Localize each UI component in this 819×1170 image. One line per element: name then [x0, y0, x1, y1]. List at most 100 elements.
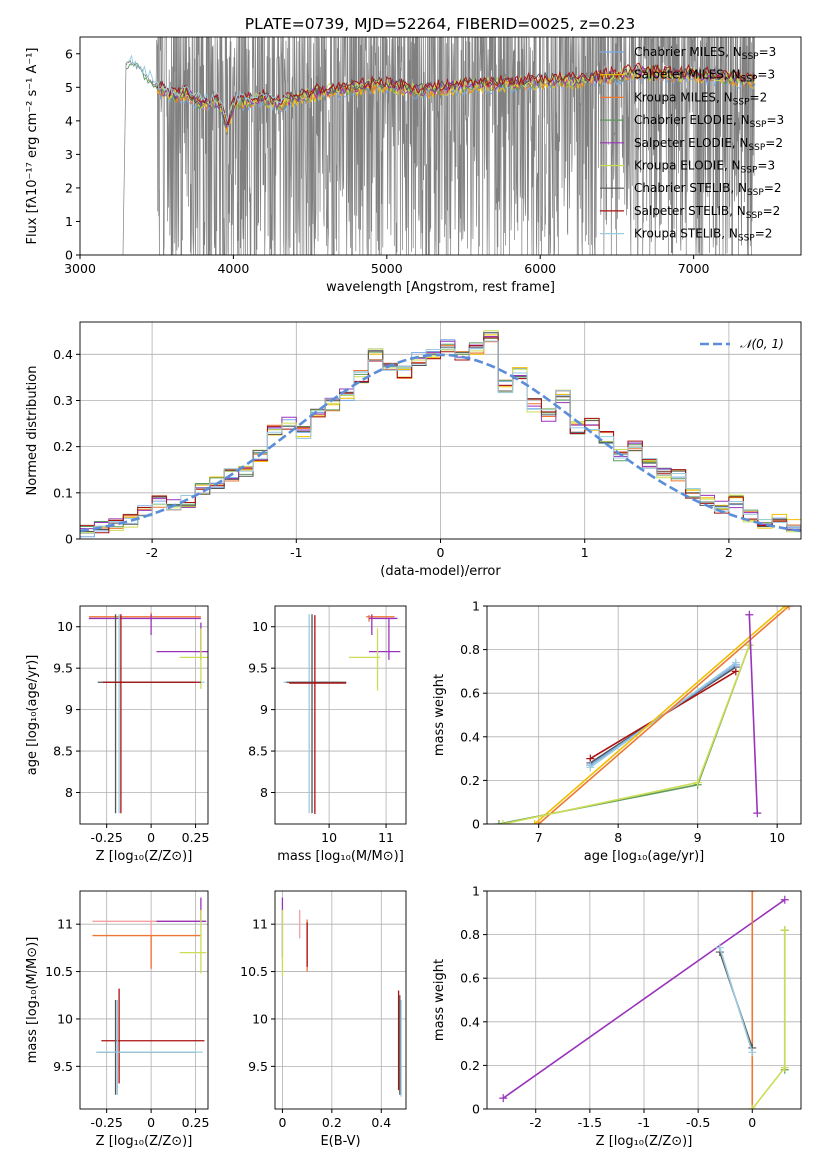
x-tick-label: -2: [146, 545, 158, 560]
x-tick-label: 11: [378, 830, 394, 845]
x-tick-label: -1.5: [578, 1115, 602, 1130]
x-tick-label: 0.4: [371, 1115, 391, 1130]
x-tick-label: 4000: [217, 261, 249, 276]
model-line-salpeter-stelib: [156, 62, 756, 125]
series-line-kroupa-stelib: [719, 947, 754, 1053]
massweight-vs-Z-panel: -2 -1.5 -1 -0.5 0 0 0.2 0.4 0.6 0.8 1 Z [log₁₀(Z/Z⊙…: [432, 884, 802, 1149]
y-tick-label: 0.4: [460, 729, 480, 744]
x-tick-label: 0: [147, 830, 155, 845]
x-tick-label: -0.25: [90, 1115, 122, 1130]
series-marker-kroupa-elodie: [780, 1063, 789, 1072]
y-tick-label: 0.4: [460, 1014, 480, 1029]
x-tick-label: 1: [581, 545, 589, 560]
mass-vs-EBV-plot-area: [275, 891, 406, 1109]
y-tick-label: 0.2: [460, 773, 480, 788]
series-marker-kroupa-stelib: [586, 763, 595, 772]
massweight-vs-age-frame: [486, 605, 802, 825]
spectrum-panel: Chabrier MILES, NSSP=3 Salpeter MILES, NS…: [25, 36, 802, 295]
x-tick-label: 0: [278, 1115, 286, 1130]
massweight-vs-Z-plot-area: [487, 891, 801, 1109]
y-tick-label: 9: [260, 702, 268, 717]
x-tick-label: -1: [638, 1115, 650, 1130]
x-tick-label: -2: [529, 1115, 541, 1130]
series-line-chabrier-elodie: [498, 644, 751, 824]
series-marker-salpeter-elodie: [780, 895, 789, 904]
y-tick-label: 11: [252, 917, 268, 932]
mass-vs-Z-plot-area: [80, 891, 208, 1109]
legend-entry: Salpeter ELODIE, NSSP=2: [634, 136, 783, 153]
age-vs-mass-panel: 10 11 8 8.5 9 9.5 10 mass [log₁₀(M/M⊙)]: [248, 605, 407, 864]
series-marker-kroupa-stelib: [748, 1048, 757, 1057]
y-tick-label: 11: [57, 917, 73, 932]
hist-step-chabrier-stelib: [80, 332, 801, 532]
series-marker-kroupa-elodie: [748, 1105, 757, 1109]
legend-entry: Kroupa MILES, NSSP=2: [634, 90, 767, 107]
y-tick-label: 0.3: [53, 393, 73, 408]
series-marker-kroupa-elodie: [693, 778, 702, 787]
y-tick-label: 6: [65, 46, 73, 61]
y-tick-label: 0.8: [460, 642, 480, 657]
y-tick-label: 0: [472, 817, 480, 832]
y-tick-label: 3: [65, 147, 73, 162]
series-line-salpeter-miles: [534, 606, 786, 824]
normal-distribution-line: [80, 353, 801, 533]
y-tick-label: 0: [472, 1102, 480, 1117]
series-marker-salpeter-elodie: [499, 1094, 508, 1103]
x-axis-label: Z [log₁₀(Z/Z⊙)]: [96, 849, 193, 864]
x-tick-label: 10: [769, 830, 785, 845]
x-tick-label: 8: [614, 830, 622, 845]
series-marker-kroupa-miles: [748, 891, 757, 895]
x-tick-label: 0.25: [182, 1115, 210, 1130]
x-axis-label: wavelength [Angstrom, rest frame]: [326, 280, 555, 295]
y-tick-label: 9.5: [248, 661, 268, 676]
y-tick-label: 9.5: [248, 1059, 268, 1074]
x-tick-label: -1: [290, 545, 302, 560]
y-tick-label: 10.5: [240, 964, 268, 979]
x-tick-label: 7: [535, 830, 543, 845]
massweight-vs-age-panel: 7 8 9 10 0 0.2 0.4 0.6 0.8 1 age [log₁₀(age/yr)] ma…: [432, 599, 802, 864]
series-marker-kroupa-elodie: [780, 926, 789, 935]
mass-vs-EBV-frame: [274, 890, 407, 1110]
y-tick-label: 0: [65, 248, 73, 263]
x-tick-label: 0.2: [322, 1115, 342, 1130]
spectrum-frame: [79, 36, 802, 256]
series-marker-chabrier-elodie: [494, 820, 503, 824]
age-vs-Z-plot-area: [80, 606, 208, 824]
y-axis-label: Flux [fλ10⁻¹⁷ erg cm⁻² s⁻¹ A⁻¹]: [25, 48, 40, 245]
y-tick-label: 1: [65, 214, 73, 229]
y-tick-label: 2: [65, 180, 73, 195]
x-axis-label: age [log₁₀(age/yr)]: [584, 849, 705, 864]
residual-histogram-panel: 𝒩(0, 1) -2 -1 0 1 2 0 0.1 0.2 0.3 0.4 (data-model)/…: [25, 321, 802, 579]
legend-entry: Kroupa ELODIE, NSSP=3: [634, 159, 775, 176]
y-tick-label: 10: [57, 619, 73, 634]
age-vs-mass-plot-area: [275, 606, 406, 824]
y-tick-label: 0.6: [460, 971, 480, 986]
x-tick-label: 0: [748, 1115, 756, 1130]
y-axis-label: mass weight: [432, 674, 447, 756]
series-line-salpeter-elodie: [748, 614, 759, 814]
series-marker-kroupa-stelib: [731, 658, 740, 667]
age-vs-mass-frame: [274, 605, 407, 825]
figure-title: PLATE=0739, MJD=52264, FIBERID=0025, z=0…: [245, 15, 635, 33]
massweight-vs-age-plot-area: [487, 606, 801, 824]
y-tick-label: 0.4: [53, 347, 73, 362]
y-tick-label: 8.5: [53, 744, 73, 759]
series-marker-kroupa-elodie: [745, 641, 754, 650]
y-tick-label: 10: [57, 1011, 73, 1026]
series-marker-kroupa-elodie: [498, 820, 507, 824]
age-vs-Z-panel: -0.25 0 0.25 8 8.5 9 9.5 10 Z [log₁₀(Z/Z⊙)] age […: [25, 605, 209, 864]
x-axis-label: mass [log₁₀(M/M⊙)]: [277, 849, 404, 864]
series-marker-salpeter-elodie: [753, 809, 762, 818]
x-tick-label: 10: [321, 830, 337, 845]
x-axis-label: (data-model)/error: [380, 564, 501, 579]
x-tick-label: 2: [725, 545, 733, 560]
y-tick-label: 0: [65, 532, 73, 547]
legend-entry: Chabrier STELIB, NSSP=2: [634, 181, 782, 198]
y-tick-label: 10.5: [45, 964, 73, 979]
series-line-kroupa-elodie: [751, 930, 786, 1109]
spectrum-data-line: [80, 37, 756, 255]
x-tick-label: 0: [147, 1115, 155, 1130]
legend-entry: Salpeter MILES, NSSP=3: [634, 68, 775, 85]
y-axis-label: mass weight: [432, 959, 447, 1041]
